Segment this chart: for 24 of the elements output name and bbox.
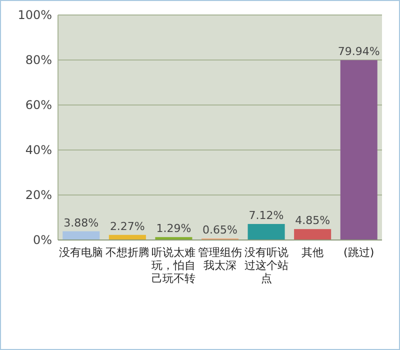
- x-tick-label: 其他: [302, 246, 324, 259]
- bar: [294, 229, 332, 240]
- x-tick-label: 管理组伤我太深: [198, 246, 242, 272]
- x-tick-label: (跳过): [344, 246, 374, 259]
- data-label: 7.12%: [248, 208, 284, 222]
- x-tick-label: 不想折腾: [105, 246, 150, 259]
- bar: [62, 231, 100, 240]
- y-tick-label: 40%: [25, 142, 52, 157]
- bar: [248, 224, 285, 240]
- data-label: 2.27%: [110, 220, 145, 233]
- y-tick-label: 0%: [32, 232, 52, 247]
- data-label: 4.85%: [295, 214, 330, 228]
- y-tick-label: 60%: [25, 98, 52, 112]
- y-tick-label: 80%: [25, 52, 52, 67]
- data-label: 0.65%: [202, 224, 238, 237]
- data-label: 1.29%: [156, 222, 192, 236]
- bar: [340, 60, 378, 240]
- x-tick-label: 没有电脑: [59, 246, 104, 259]
- data-label: 79.94%: [338, 45, 380, 58]
- y-tick-label: 100%: [18, 8, 52, 22]
- x-tick-label: 没有听说过这个站点: [244, 246, 288, 286]
- data-label: 3.88%: [64, 216, 99, 230]
- x-tick-label: 听说太难玩，怕自己玩不转: [152, 246, 196, 286]
- y-tick-label: 20%: [25, 188, 52, 202]
